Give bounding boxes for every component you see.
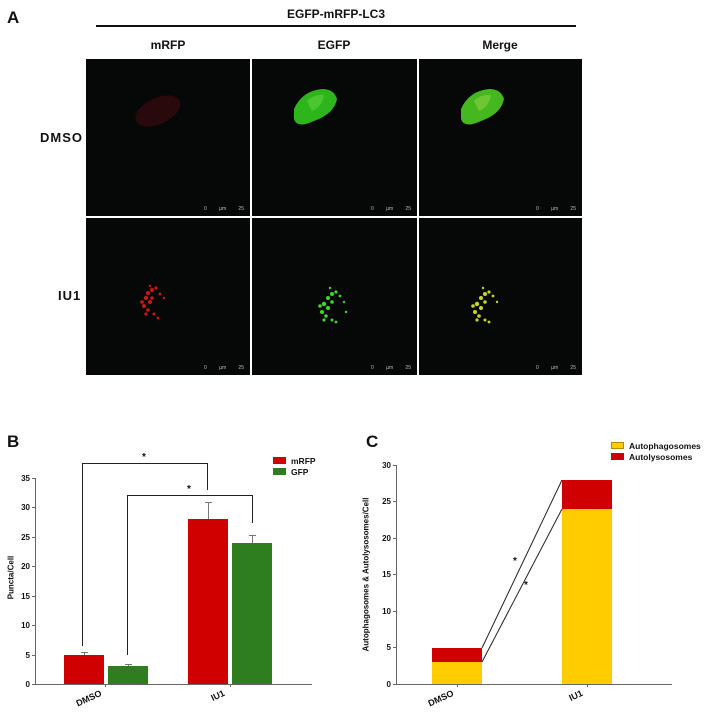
cell-yellow-puncta bbox=[471, 286, 499, 324]
y-tick-label: 20 bbox=[382, 534, 391, 543]
bar-dmso-mrfp bbox=[64, 655, 104, 684]
bar-iu1-autophagosomes bbox=[562, 509, 612, 684]
cell-faint-red bbox=[135, 95, 181, 127]
sig-bracket-mrfp bbox=[82, 463, 207, 464]
scale-bar: 0 µm 25 bbox=[371, 365, 411, 371]
cell-merge-diffuse bbox=[461, 89, 504, 125]
panel-c-letter: C bbox=[366, 432, 379, 451]
sig-star-autophagosomes: * bbox=[524, 580, 528, 591]
sig-star-autolysosomes: * bbox=[513, 556, 517, 567]
legend-item-mrfp: mRFP bbox=[273, 455, 316, 466]
chart-b-x-axis bbox=[35, 684, 312, 685]
y-tick-label: 10 bbox=[382, 607, 391, 616]
y-tick-label: 30 bbox=[382, 461, 391, 470]
y-tick-label: 15 bbox=[382, 570, 391, 579]
sig-star-gfp: * bbox=[187, 484, 191, 495]
row-label-iu1: IU1 bbox=[58, 288, 82, 303]
bar-dmso-autophagosomes bbox=[432, 662, 482, 684]
panel-a-letter: A bbox=[7, 8, 20, 27]
cell-green-puncta bbox=[318, 286, 348, 324]
row-label-dmso: DMSO bbox=[40, 130, 83, 145]
legend-item-autolysosomes: Autolysosomes bbox=[611, 451, 701, 462]
scale-bar: 0 µm 25 bbox=[204, 206, 244, 212]
legend-item-autophagosomes: Autophagosomes bbox=[611, 440, 701, 451]
construct-title: EGFP-mRFP-LC3 bbox=[286, 7, 385, 21]
sig-star-mrfp: * bbox=[142, 452, 146, 463]
cell-red-puncta bbox=[140, 284, 166, 320]
y-tick-label: 15 bbox=[21, 592, 30, 601]
image-dmso-mrfp: 0 µm 25 bbox=[86, 59, 250, 216]
panel-b-letter: B bbox=[7, 432, 20, 451]
chart-c-legend: Autophagosomes Autolysosomes bbox=[611, 440, 701, 462]
image-dmso-merge: 0 µm 25 bbox=[419, 59, 582, 216]
image-iu1-mrfp: 0 µm 25 bbox=[86, 218, 250, 375]
y-tick-label: 5 bbox=[386, 643, 391, 652]
cell-green-diffuse bbox=[294, 89, 337, 125]
column-header-mrfp: mRFP bbox=[150, 38, 186, 52]
scale-bar: 0 µm 25 bbox=[371, 206, 411, 212]
y-tick-label: 25 bbox=[21, 533, 30, 542]
scale-bar: 0 µm 25 bbox=[204, 365, 244, 371]
chart-b-y-axis bbox=[35, 478, 36, 685]
chart-b-legend: mRFP GFP bbox=[273, 455, 316, 477]
y-tick-label: 30 bbox=[21, 503, 30, 512]
legend-item-gfp: GFP bbox=[273, 466, 316, 477]
y-tick-label: 20 bbox=[21, 562, 30, 571]
bar-iu1-mrfp bbox=[188, 519, 228, 684]
chart-c-y-axis bbox=[396, 465, 397, 685]
scale-bar: 0 µm 25 bbox=[536, 206, 576, 212]
bar-dmso-gfp bbox=[108, 666, 148, 684]
column-header-merge: Merge bbox=[482, 38, 518, 52]
sig-bracket-gfp bbox=[127, 495, 252, 496]
bar-iu1-gfp bbox=[232, 543, 272, 684]
image-iu1-merge: 0 µm 25 bbox=[419, 218, 582, 375]
bar-iu1-autolysosomes bbox=[562, 480, 612, 509]
y-tick-label: 5 bbox=[25, 651, 30, 660]
column-header-egfp: EGFP bbox=[317, 38, 351, 52]
y-tick-label: 35 bbox=[21, 474, 30, 483]
image-iu1-egfp: 0 µm 25 bbox=[252, 218, 417, 375]
y-tick-label: 0 bbox=[386, 680, 391, 689]
bar-dmso-autolysosomes bbox=[432, 648, 482, 662]
scale-bar: 0 µm 25 bbox=[536, 365, 576, 371]
y-tick-label: 10 bbox=[21, 621, 30, 630]
y-tick-label: 25 bbox=[382, 497, 391, 506]
construct-underline bbox=[96, 25, 576, 27]
y-tick-label: 0 bbox=[25, 680, 30, 689]
image-dmso-egfp: 0 µm 25 bbox=[252, 59, 417, 216]
chart-c-x-axis bbox=[396, 684, 672, 685]
